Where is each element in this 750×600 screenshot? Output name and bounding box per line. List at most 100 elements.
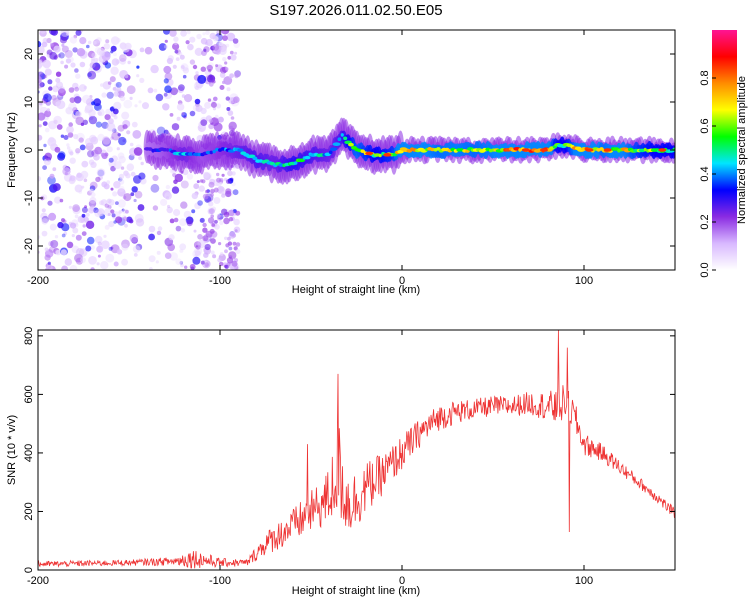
heatmap-noise-blob [38,40,42,48]
heatmap-noise-blob [74,68,79,73]
heatmap-noise-blob [230,54,237,61]
heatmap-noise-blob [46,54,50,58]
heatmap-noise-blob [198,185,205,192]
y-tick-label: 400 [23,444,35,462]
heatmap-ridge-core [304,155,311,160]
heatmap-noise-blob [117,188,126,197]
heatmap-noise-blob [232,38,239,44]
heatmap-noise-blob [233,226,241,234]
heatmap-noise-blob [78,137,84,143]
heatmap-noise-blob [93,207,99,214]
heatmap-noise-blob [90,192,96,198]
heatmap-noise-blob [212,80,216,84]
heatmap-noise-blob [84,108,90,114]
heatmap-ridge-core [147,147,153,151]
heatmap-noise-blob [208,201,214,207]
heatmap-noise-blob [118,185,125,193]
heatmap-noise-blob [93,154,100,161]
heatmap-noise-blob [225,188,232,195]
heatmap-ridge-core [220,147,226,151]
heatmap-noise-blob [163,65,172,74]
heatmap-noise-blob [166,57,173,65]
heatmap-noise-blob [46,37,52,44]
heatmap-noise-blob [164,44,168,49]
heatmap-noise-blob [74,96,82,104]
heatmap-noise-blob [88,115,98,125]
heatmap-noise-blob [185,40,190,45]
heatmap-noise-blob [176,103,185,111]
heatmap-noise-blob [117,152,125,159]
heatmap-noise-blob [68,87,75,93]
heatmap-noise-blob [189,110,196,117]
heatmap-noise-blob [172,42,180,51]
heatmap-noise-blob [195,244,201,250]
heatmap-noise-blob [134,104,138,108]
heatmap-noise-blob [41,230,48,237]
heatmap-noise-blob [116,249,123,255]
heatmap-noise-blob [124,74,129,79]
heatmap-noise-blob [78,248,88,257]
heatmap-noise-blob [58,52,65,59]
heatmap-noise-blob [167,243,175,252]
heatmap-noise-blob [213,122,223,132]
heatmap-noise-blob [104,62,112,69]
heatmap-noise-blob [163,78,169,84]
heatmap-noise-blob [57,221,64,229]
heatmap-noise-blob [116,87,122,93]
heatmap-ridge-core [348,142,354,147]
heatmap-ridge-core [293,161,298,165]
heatmap-ridge-core [340,133,344,137]
heatmap-noise-blob [194,47,203,57]
colorbar-tick-label: 0.4 [699,166,711,181]
heatmap-noise-blob [75,30,82,36]
y-tick-label: 0 [23,147,35,153]
heatmap-noise-blob [104,152,109,157]
heatmap-noise-blob [202,32,206,36]
heatmap-noise-blob [41,208,46,213]
heatmap-noise-blob [94,57,99,63]
heatmap-noise-blob [213,187,219,193]
heatmap-noise-blob [194,250,201,256]
heatmap-noise-blob [200,119,208,126]
x-tick-label: 100 [575,575,593,587]
heatmap-noise-blob [75,148,81,154]
heatmap-noise-blob [110,36,120,45]
colorbar-tick-label: 0.0 [699,262,711,277]
heatmap-noise-blob [175,258,182,266]
heatmap-noise-blob [110,66,119,76]
heatmap-ridge-core [212,149,216,154]
heatmap-noise-blob [166,206,173,214]
heatmap-noise-blob [139,47,145,53]
heatmap-noise-blob [44,110,52,118]
heatmap-noise-blob [88,200,97,208]
heatmap-noise-blob [135,218,145,227]
heatmap-noise-blob [124,223,128,228]
heatmap-noise-blob [219,85,225,90]
heatmap-noise-blob [200,66,206,72]
snr-plot-area [38,330,675,570]
heatmap-noise-blob [210,214,214,218]
heatmap-noise-blob [103,43,111,50]
heatmap-noise-blob [179,54,185,60]
heatmap-noise-blob [121,44,130,53]
heatmap-noise-blob [66,241,74,249]
heatmap-noise-blob [46,49,53,56]
heatmap-hotspot [658,148,667,152]
heatmap-noise-blob [87,150,95,158]
heatmap-noise-blob [69,175,76,182]
heatmap-noise-blob [95,66,99,71]
heatmap-noise-blob [38,134,43,141]
y-tick-label: 800 [23,327,35,345]
heatmap-noise-blob [74,184,83,193]
heatmap-noise-blob [197,234,203,240]
heatmap-noise-blob [110,246,114,250]
x-tick-label: 0 [399,275,405,287]
snr-frame [37,329,676,571]
heatmap-noise-blob [43,143,47,148]
heatmap-noise-blob [223,211,230,218]
heatmap-noise-blob [133,147,143,156]
heatmap-noise-blob [134,213,144,223]
heatmap-noise-blob [113,220,117,224]
heatmap-noise-blob [49,173,55,179]
heatmap-noise-blob [197,74,207,84]
